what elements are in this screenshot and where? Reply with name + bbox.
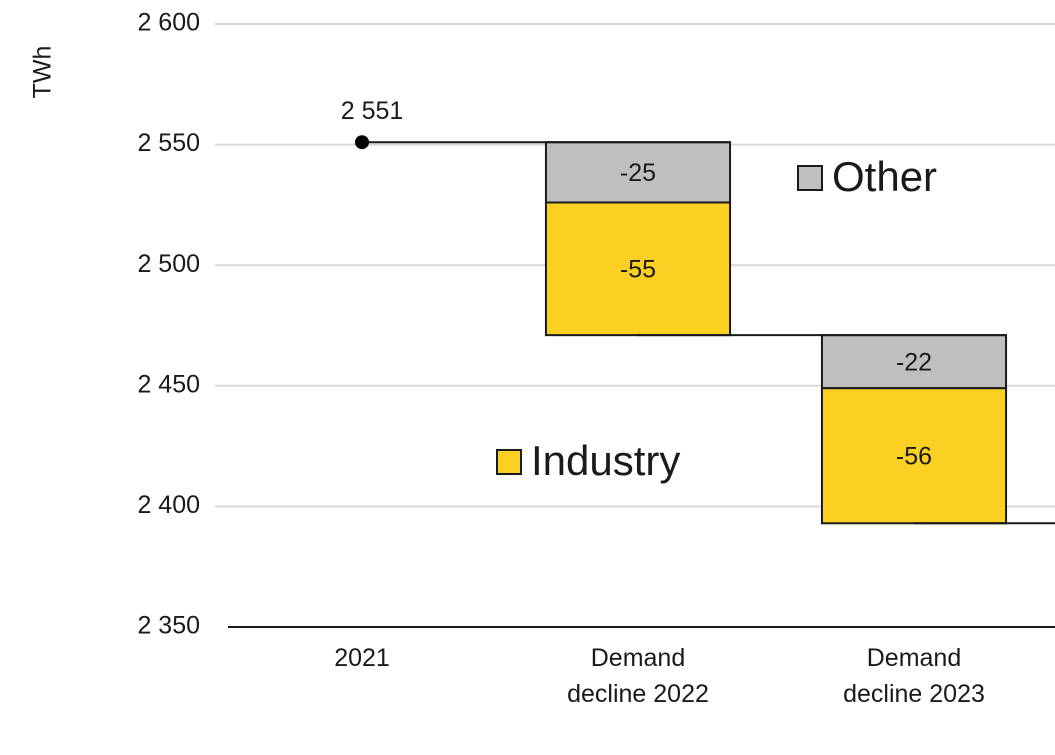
bar-segment bbox=[820, 387, 1008, 525]
x-tick-label: Demand decline 2023 bbox=[843, 644, 985, 708]
y-tick-label: 2 550 bbox=[137, 129, 200, 157]
y-tick-label: 2 450 bbox=[137, 370, 200, 398]
y-tick-label: 2 500 bbox=[137, 250, 200, 278]
legend-label: Other bbox=[832, 153, 937, 200]
data-label: -22 bbox=[896, 348, 932, 376]
bar-segment bbox=[544, 201, 732, 337]
x-tick-label: Demand decline 2022 bbox=[567, 644, 709, 708]
y-tick-label: 2 350 bbox=[137, 612, 200, 640]
legend-swatch bbox=[496, 449, 522, 475]
bar-segment bbox=[820, 334, 1008, 390]
legend-label: Industry bbox=[531, 437, 680, 484]
y-axis-label: TWh bbox=[29, 46, 57, 99]
bar-segment bbox=[544, 141, 732, 204]
data-label: 2 551 bbox=[341, 97, 404, 125]
y-tick-label: 2 400 bbox=[137, 491, 200, 519]
start-point bbox=[355, 135, 369, 150]
data-label: -56 bbox=[896, 442, 932, 470]
y-tick-label: 2 600 bbox=[137, 9, 200, 37]
data-label: -55 bbox=[620, 255, 656, 283]
data-label: -25 bbox=[620, 159, 656, 187]
legend-swatch bbox=[797, 165, 823, 191]
x-tick-label: 2021 bbox=[334, 644, 390, 672]
